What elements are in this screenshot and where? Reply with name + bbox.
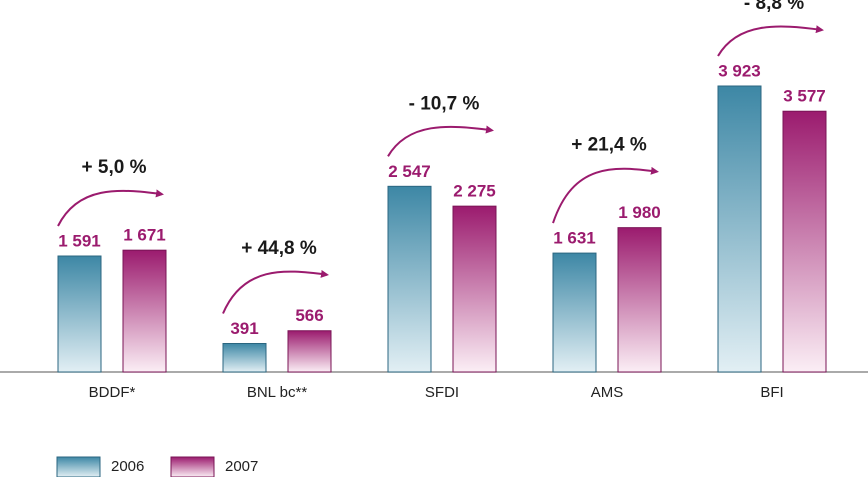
value-label: 1 631 [553, 229, 596, 248]
legend-label: 2007 [225, 458, 258, 475]
bar [222, 342, 267, 373]
bar [552, 252, 597, 373]
legend-swatch [170, 456, 215, 477]
bar [57, 255, 102, 373]
bar [717, 85, 762, 373]
value-label: 391 [230, 319, 258, 338]
bar [122, 249, 167, 373]
change-annotation: + 21,4 % [571, 135, 647, 156]
bar [782, 110, 827, 373]
bar [387, 185, 432, 373]
change-arrow [387, 125, 494, 157]
change-arrow [552, 166, 659, 224]
value-label: 566 [295, 306, 323, 325]
x-tick-label: BFI [760, 384, 783, 401]
x-tick-label: SFDI [425, 384, 459, 401]
value-label: 3 923 [718, 61, 761, 80]
value-label: 3 577 [783, 87, 826, 106]
bar [617, 227, 662, 373]
x-tick-label: BNL bc** [247, 384, 307, 401]
legend-label: 2006 [111, 458, 144, 475]
change-annotation: + 5,0 % [82, 157, 147, 178]
change-annotation: + 44,8 % [241, 238, 317, 259]
change-arrow [717, 25, 824, 57]
value-label: 1 980 [618, 203, 661, 222]
change-annotation: - 8,8 % [744, 0, 804, 14]
change-arrow [57, 189, 164, 227]
value-label: 1 591 [58, 231, 101, 250]
change-annotation: - 10,7 % [409, 93, 480, 114]
value-label: 1 671 [123, 226, 166, 245]
x-tick-label: BDDF* [89, 384, 136, 401]
change-arrow [222, 269, 329, 314]
bar [287, 330, 332, 373]
x-tick-label: AMS [591, 384, 624, 401]
value-label: 2 547 [388, 162, 431, 181]
bar [452, 205, 497, 373]
value-label: 2 275 [453, 182, 496, 201]
legend-swatch [56, 456, 101, 477]
